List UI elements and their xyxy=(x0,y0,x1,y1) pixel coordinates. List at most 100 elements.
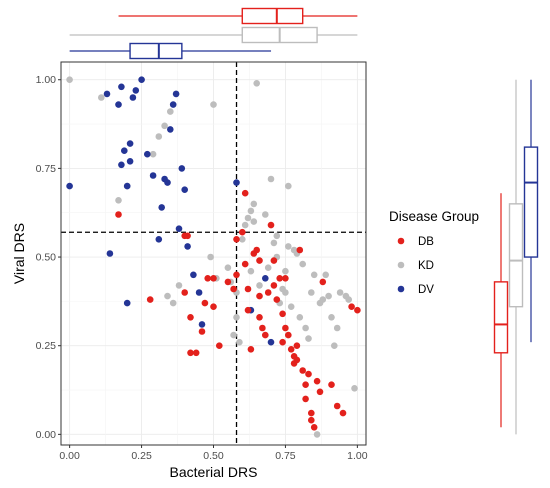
x-axis-title: Bacterial DRS xyxy=(170,464,258,480)
data-point-kd xyxy=(224,264,232,272)
data-point-db xyxy=(264,289,272,296)
data-point-dv xyxy=(106,250,114,257)
data-point-dv xyxy=(149,172,157,179)
data-point-db xyxy=(259,324,266,332)
x-tick-label: 0.75 xyxy=(275,450,296,462)
boxplot-box-db xyxy=(493,281,509,354)
data-point-kd xyxy=(256,282,263,289)
data-point-dv xyxy=(144,150,151,158)
scatter-points xyxy=(66,76,361,438)
data-point-db xyxy=(279,310,286,318)
data-point-db xyxy=(328,381,335,389)
boxplot-box-dv xyxy=(523,146,539,258)
y-tick-label: 0.00 xyxy=(36,429,57,441)
data-point-db xyxy=(210,303,217,311)
data-point-db xyxy=(239,228,246,236)
data-point-kd xyxy=(299,260,307,268)
x-tick-label: 1.00 xyxy=(347,450,368,462)
data-point-dv xyxy=(155,236,163,243)
data-point-dv xyxy=(167,126,174,133)
x-tick-label: 0.00 xyxy=(59,450,80,462)
data-point-db xyxy=(256,314,263,321)
y-tick-label: 0.25 xyxy=(36,340,57,352)
data-point-kd xyxy=(241,221,249,229)
data-point-kd xyxy=(351,385,358,392)
data-point-db xyxy=(293,342,301,350)
data-point-kd xyxy=(155,133,163,140)
data-point-kd xyxy=(308,289,315,296)
threshold-lines xyxy=(61,62,366,445)
data-point-dv xyxy=(172,90,180,98)
data-point-dv xyxy=(158,204,165,211)
legend-key-kd xyxy=(397,261,405,269)
data-point-kd xyxy=(175,282,183,289)
data-point-dv xyxy=(118,83,125,91)
data-point-db xyxy=(319,278,327,286)
data-point-dv xyxy=(198,321,206,328)
data-point-kd xyxy=(285,182,292,190)
data-point-db xyxy=(296,246,304,254)
data-point-dv xyxy=(184,243,191,250)
data-point-db xyxy=(187,349,194,357)
top-marginal-boxplots xyxy=(69,7,358,60)
data-point-db xyxy=(233,236,240,243)
legend-key-dv xyxy=(397,285,405,293)
data-point-kd xyxy=(207,253,214,261)
legend-label-kd: KD xyxy=(418,260,434,272)
data-point-dv xyxy=(164,179,171,186)
legend-label-db: DB xyxy=(418,236,434,248)
data-point-kd xyxy=(336,289,344,296)
data-point-kd xyxy=(285,243,292,250)
data-point-kd xyxy=(313,431,321,438)
y-axis: 0.00 0.25 0.50 0.75 1.00 xyxy=(36,74,61,441)
data-point-dv xyxy=(190,271,197,279)
boxplot-box-db xyxy=(241,7,304,25)
data-point-db xyxy=(267,221,275,229)
data-point-db xyxy=(308,409,315,417)
data-point-kd xyxy=(233,314,240,321)
y-tick-label: 0.75 xyxy=(36,163,57,175)
data-point-db xyxy=(216,342,223,350)
data-point-dv xyxy=(181,186,188,193)
data-point-db xyxy=(285,331,292,339)
legend: Disease Group DB KD DV xyxy=(389,209,479,296)
data-point-db xyxy=(244,285,252,293)
data-point-dv xyxy=(195,289,203,296)
data-point-kd xyxy=(98,94,105,101)
data-point-dv xyxy=(118,161,125,169)
data-point-db xyxy=(308,416,315,424)
data-point-kd xyxy=(282,289,289,296)
data-point-kd xyxy=(236,338,243,346)
data-point-db xyxy=(256,257,263,264)
data-point-db xyxy=(204,275,211,282)
data-point-db xyxy=(253,246,260,254)
data-point-db xyxy=(302,381,309,389)
data-point-dv xyxy=(262,275,269,282)
data-point-db xyxy=(230,285,237,293)
data-point-kd xyxy=(267,175,275,183)
data-point-db xyxy=(198,328,206,335)
data-point-kd xyxy=(331,342,338,350)
legend-key-db xyxy=(397,237,405,245)
data-point-db xyxy=(313,377,321,385)
data-point-db xyxy=(348,303,355,311)
data-point-db xyxy=(233,271,240,279)
data-point-dv xyxy=(138,76,145,83)
data-point-db xyxy=(293,356,301,364)
data-point-dv xyxy=(66,182,73,190)
data-point-dv xyxy=(267,338,275,346)
data-point-kd xyxy=(210,101,217,108)
data-point-dv xyxy=(123,299,131,307)
data-point-db xyxy=(270,282,278,289)
data-point-dv xyxy=(126,140,134,147)
data-point-dv xyxy=(178,165,186,172)
y-axis-title: Viral DRS xyxy=(11,223,27,284)
data-point-dv xyxy=(121,147,128,154)
data-point-db xyxy=(276,275,284,282)
data-point-db xyxy=(184,232,191,240)
data-point-db xyxy=(310,424,318,431)
data-point-kd xyxy=(167,108,174,115)
y-tick-label: 0.50 xyxy=(36,252,57,264)
data-point-db xyxy=(305,370,312,378)
data-point-kd xyxy=(305,335,312,342)
